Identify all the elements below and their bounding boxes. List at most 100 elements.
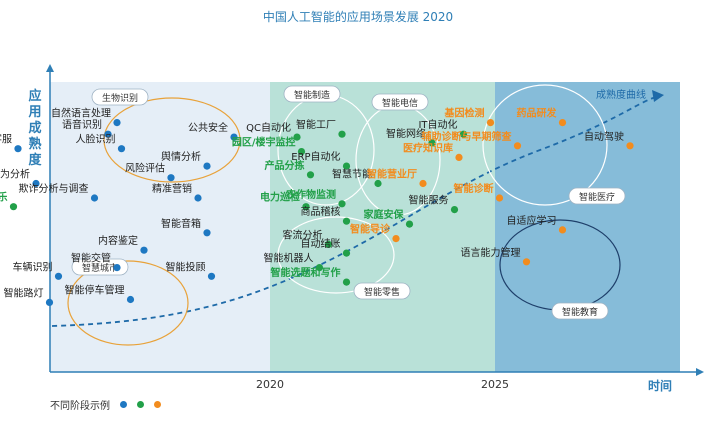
data-point-label: 智能交管 [71, 252, 111, 265]
group-label: 生物识别 [102, 92, 138, 104]
curve-label: 成熟度曲线 [596, 88, 646, 101]
data-point-label: 自适应学习 [507, 214, 557, 227]
data-point [315, 264, 324, 272]
data-point-label: 辅助诊断与早期筛查 [422, 130, 513, 143]
x-tick-label: 2025 [481, 378, 509, 391]
data-point-label: 家庭安保 [364, 208, 405, 221]
data-point [113, 264, 121, 272]
data-point [558, 119, 567, 127]
data-point-label: 智能机器人 [264, 252, 314, 265]
maturity-curve [51, 95, 661, 327]
data-point-label: 智能客服 [0, 133, 12, 146]
group-label: 智能教育 [562, 306, 598, 318]
data-point [90, 194, 99, 202]
data-point-label: 语言能力管理 [461, 246, 521, 259]
x-axis-label: 时间 [648, 378, 672, 393]
legend-dot-stage1 [120, 401, 127, 408]
data-point [558, 226, 567, 234]
group-label: 智能制造 [294, 89, 330, 101]
data-point-label: 智能投顾 [166, 260, 206, 273]
data-point [293, 133, 301, 141]
data-point-label: 客流分析 [283, 228, 323, 241]
data-point [338, 200, 346, 208]
data-point-label: 智能诊断 [454, 182, 494, 195]
data-point [419, 179, 427, 188]
data-point-label: 智能导诊 [350, 223, 391, 236]
legend: 不同阶段示例 [50, 397, 161, 412]
zone-mid [270, 82, 495, 372]
data-point-label: 自动驾驶 [584, 130, 624, 143]
y-axis-label-char: 应 [28, 88, 41, 104]
zone-early [50, 82, 270, 372]
data-point [338, 130, 346, 138]
data-point [455, 153, 463, 161]
group-label-box [91, 88, 149, 106]
data-point [486, 119, 495, 127]
data-point-label: 互动娱乐 [0, 191, 8, 204]
data-point [140, 246, 148, 254]
data-point-label: 客户行为分析 [0, 168, 30, 181]
data-point [45, 298, 54, 306]
y-axis-label-char: 用 [27, 105, 41, 120]
data-point-label: 智能音箱 [161, 217, 201, 230]
data-point [207, 272, 216, 280]
data-point-label: 欺诈分析与调查 [19, 182, 89, 195]
data-point-label: 自然语言处理 [51, 107, 111, 120]
y-axis-label-char: 度 [28, 152, 42, 168]
data-point [203, 229, 211, 237]
data-point-label: 自动结账 [301, 237, 341, 250]
data-point [513, 142, 522, 150]
data-point-label: 药品研发 [517, 107, 558, 120]
data-point-label: 智能路灯 [4, 286, 44, 299]
data-point-label: 智慧节能 [332, 168, 372, 181]
group-label-box [568, 187, 626, 205]
y-axis-label-char: 熟 [28, 136, 41, 152]
data-point-label: 智能网络 [386, 127, 426, 140]
data-point-label: 智能停车管理 [65, 284, 125, 297]
data-point [297, 148, 306, 156]
x-tick-label: 2020 [256, 378, 284, 391]
data-point [626, 142, 634, 150]
data-point-label: ERP自动化 [291, 150, 340, 163]
data-point [374, 179, 382, 188]
data-point [126, 295, 135, 304]
data-point-label: 语音识别 [62, 118, 102, 131]
legend-label: 不同阶段示例 [50, 401, 110, 412]
data-point [14, 145, 22, 153]
data-point [54, 272, 63, 280]
data-point [203, 162, 211, 170]
data-point-label: 电力巡检 [260, 191, 300, 204]
data-point [428, 139, 436, 147]
data-point [495, 194, 504, 202]
data-point [392, 235, 400, 243]
legend-dot-stage2 [137, 401, 144, 408]
data-point [9, 203, 18, 211]
data-point [342, 217, 351, 225]
data-point-label: 智能工厂 [296, 118, 336, 131]
data-point [117, 145, 126, 153]
data-point-label: 精准营销 [152, 182, 192, 195]
data-point [194, 194, 202, 202]
x-axis-arrow [696, 368, 704, 376]
group-label: 智能医疗 [579, 191, 615, 203]
data-point-label: 基因检测 [444, 107, 485, 120]
y-axis-label-char: 成 [28, 120, 41, 136]
data-point-label: 智能选题和写作 [271, 266, 341, 279]
data-point [167, 174, 175, 182]
data-point [113, 119, 121, 127]
data-point [306, 171, 315, 179]
data-point [522, 258, 531, 266]
data-point-label: 商品稽核 [301, 205, 341, 218]
group-label-box [353, 282, 411, 300]
group-ellipse [482, 84, 608, 206]
data-point-label: 农作物监测 [285, 188, 336, 201]
data-point-label: 公共安全 [188, 121, 228, 134]
data-point [104, 130, 112, 138]
data-point [230, 133, 238, 141]
data-point-label: 园区/楼宇监控 [232, 136, 296, 149]
group-label: 智能电信 [382, 97, 418, 109]
data-point [302, 203, 310, 211]
legend-dot-stage3 [154, 401, 161, 408]
chart-title: 中国人工智能的应用场景发展 2020 [262, 10, 454, 24]
